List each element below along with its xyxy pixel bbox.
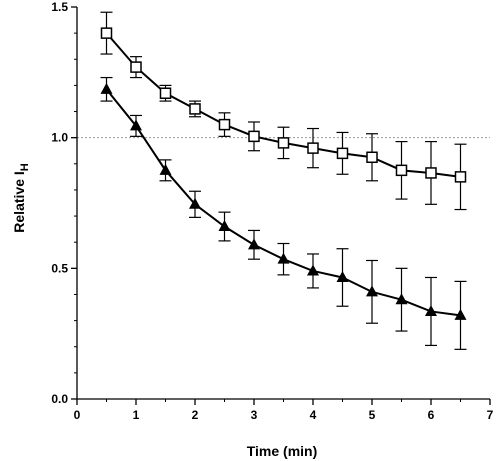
data-point-triangle — [159, 163, 172, 175]
data-point-square — [189, 103, 201, 115]
x-tick-label: 3 — [251, 408, 258, 422]
data-point-square — [425, 167, 437, 179]
y-tick-label: 1.5 — [51, 0, 68, 14]
data-point-triangle — [189, 197, 201, 209]
x-tick-label: 2 — [192, 408, 199, 422]
data-point-square — [395, 164, 408, 177]
data-point-triangle — [454, 308, 467, 320]
x-tick-label: 4 — [310, 408, 317, 422]
data-point-triangle — [307, 264, 319, 276]
data-point-triangle — [218, 220, 231, 232]
data-point-triangle — [425, 304, 437, 316]
series-layer — [100, 11, 467, 350]
y-tick-label: 0.5 — [51, 261, 68, 275]
data-point-triangle — [248, 238, 260, 250]
x-tick-label: 0 — [74, 408, 81, 422]
y-axis-title: Relative IH — [11, 163, 31, 232]
y-axis-title-main: Relative I — [11, 171, 27, 232]
data-point-square — [248, 130, 260, 143]
x-tick-label: 1 — [133, 408, 140, 422]
y-axis-title-subscript: H — [19, 163, 31, 171]
data-point-square — [100, 27, 113, 39]
series-2 — [100, 76, 467, 350]
data-point-square — [159, 87, 172, 99]
y-tick-label: 1.0 — [51, 131, 68, 145]
y-tick-label: 0.0 — [51, 392, 68, 406]
data-point-triangle — [395, 293, 408, 305]
data-point-square — [454, 171, 467, 183]
data-point-square — [307, 142, 319, 154]
data-point-triangle — [130, 119, 142, 131]
data-point-triangle — [366, 285, 378, 297]
x-tick-label: 7 — [487, 408, 494, 422]
data-point-triangle — [100, 82, 113, 94]
x-tick-label: 5 — [369, 408, 376, 422]
x-tick-label: 6 — [428, 408, 435, 422]
data-point-square — [366, 151, 378, 164]
series-1 — [100, 11, 467, 211]
series-line — [105, 88, 461, 317]
x-axis-title: Time (min) — [247, 443, 318, 459]
axes-layer: 0 1 2 3 4 5 6 7 0.0 0.5 1.0 1.5 — [51, 0, 493, 422]
data-point-triangle — [277, 252, 290, 264]
data-point-square — [218, 118, 231, 131]
data-point-triangle — [336, 270, 349, 282]
data-point-square — [336, 147, 349, 160]
svg-text:Relative IH: Relative IH — [11, 163, 31, 232]
data-point-square — [130, 61, 142, 73]
data-point-square — [277, 137, 290, 149]
